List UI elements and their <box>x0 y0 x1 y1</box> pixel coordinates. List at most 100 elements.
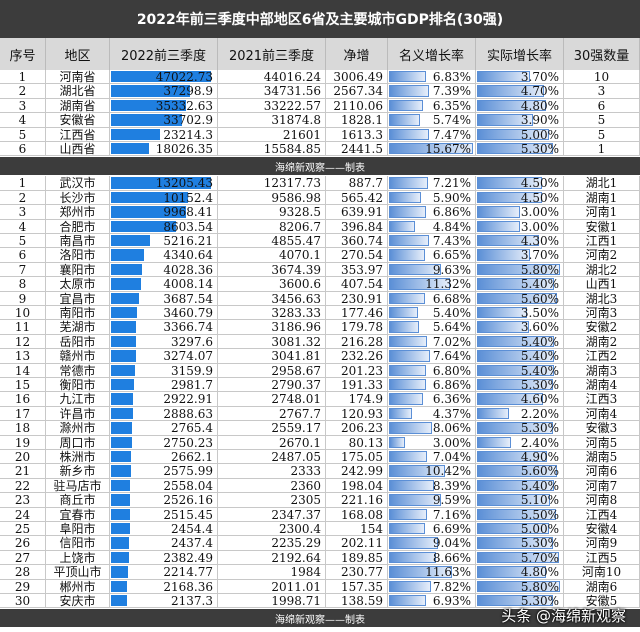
cell-nominal-rate: 8.06% <box>388 421 476 436</box>
text-real-rate: 3.00% <box>520 205 559 220</box>
cell-real-rate: 4.70% <box>476 84 564 99</box>
cell-region: 宜春市 <box>46 507 110 522</box>
cell-real-rate: 5.30% <box>476 536 564 551</box>
text-gdp-2022: 13205.43 <box>155 176 213 191</box>
table-row: 13 赣州市 3274.07 3041.81 232.26 7.64% 5.40% 江西2 <box>0 349 640 364</box>
bar-gdp-2022 <box>111 580 128 592</box>
bar-nominal-rate <box>389 508 428 520</box>
cell-region: 信阳市 <box>46 536 110 551</box>
text-region: 宜春市 <box>59 507 96 522</box>
cell-top30-count: 3 <box>564 84 640 99</box>
text-gdp-2021: 44016.24 <box>263 70 321 84</box>
text-gdp-2022: 2558.04 <box>163 478 213 493</box>
cell-increase: 232.26 <box>326 349 388 364</box>
text-gdp-2021: 2333 <box>290 464 321 479</box>
cell-nominal-rate: 6.86% <box>388 205 476 220</box>
cell-top30-count: 江西2 <box>564 349 640 364</box>
text-gdp-2021: 2300.4 <box>279 522 321 536</box>
cell-rank: 15 <box>0 378 46 393</box>
text-increase: 1613.3 <box>341 127 383 142</box>
watermark: 头条 @海绵新观察 <box>501 607 626 625</box>
text-rank: 2 <box>18 84 27 99</box>
cell-gdp-2021: 33222.57 <box>218 98 326 114</box>
cell-nominal-rate: 7.82% <box>388 579 476 594</box>
cell-gdp-2021: 2559.17 <box>218 421 326 436</box>
cell-rank: 6 <box>0 142 46 157</box>
bar-gdp-2022 <box>111 407 133 420</box>
text-real-rate: 3.00% <box>520 219 559 234</box>
cell-region: 驻马店市 <box>46 478 110 494</box>
cell-region: 郑州市 <box>46 205 110 220</box>
text-region: 襄阳市 <box>59 262 96 277</box>
cell-rank: 12 <box>0 334 46 350</box>
text-nominal-rate: 6.35% <box>432 98 471 113</box>
bar-real-rate <box>477 321 529 333</box>
bar-nominal-rate <box>389 407 413 420</box>
bar-gdp-2022 <box>111 364 135 376</box>
cell-gdp-2022: 47022.73 <box>110 70 218 85</box>
cell-increase: 396.84 <box>326 219 388 234</box>
cell-real-rate: 4.60% <box>476 392 564 407</box>
bar-nominal-rate <box>389 71 426 83</box>
cell-region: 河南省 <box>46 70 110 85</box>
text-nominal-rate: 11.32% <box>425 277 471 292</box>
bar-real-rate <box>477 393 543 405</box>
bar-real-rate <box>477 143 553 155</box>
table-row: 6 洛阳市 4340.64 4070.1 270.54 6.65% 3.70% 河南2 <box>0 248 640 263</box>
text-region: 安徽省 <box>59 113 96 128</box>
cell-increase: 179.78 <box>326 320 388 335</box>
cell-region: 新乡市 <box>46 464 110 479</box>
cell-gdp-2021: 2300.4 <box>218 522 326 537</box>
text-gdp-2021: 2347.37 <box>271 507 321 522</box>
text-gdp-2022: 2214.77 <box>163 565 213 580</box>
text-region: 芜湖市 <box>59 320 96 335</box>
cell-gdp-2022: 3687.54 <box>110 291 218 306</box>
bar-real-rate <box>477 436 512 448</box>
bar-real-rate <box>477 191 542 204</box>
cell-region: 洛阳市 <box>46 248 110 263</box>
cell-region: 江西省 <box>46 127 110 142</box>
cell-gdp-2021: 34731.56 <box>218 84 326 99</box>
cell-region: 安徽省 <box>46 113 110 128</box>
text-region: 洛阳市 <box>59 248 96 263</box>
text-region: 株洲市 <box>59 450 96 464</box>
bar-gdp-2022 <box>111 71 211 83</box>
bar-gdp-2022 <box>111 551 130 564</box>
cell-increase: 206.23 <box>326 421 388 436</box>
cell-rank: 11 <box>0 320 46 335</box>
cell-rank: 30 <box>0 594 46 609</box>
text-nominal-rate: 15.67% <box>425 142 471 156</box>
cell-rank: 25 <box>0 522 46 537</box>
text-nominal-rate: 5.90% <box>432 190 471 205</box>
cell-nominal-rate: 5.90% <box>388 190 476 206</box>
cell-top30-count: 江西1 <box>564 234 640 249</box>
text-real-rate: 5.70% <box>520 550 559 565</box>
text-gdp-2022: 2526.16 <box>163 493 213 508</box>
cell-rank: 23 <box>0 493 46 508</box>
table-row: 4 合肥市 8603.54 8206.7 396.84 4.84% 3.00% 安徽1 <box>0 219 640 234</box>
cell-gdp-2022: 9968.41 <box>110 205 218 220</box>
text-gdp-2021: 2670.1 <box>279 435 321 450</box>
cell-nominal-rate: 7.64% <box>388 349 476 364</box>
text-real-rate: 4.60% <box>520 392 559 407</box>
cell-nominal-rate: 5.40% <box>388 306 476 321</box>
header-nominal-rate: 名义增长率 <box>388 38 476 70</box>
bar-nominal-rate <box>389 143 474 155</box>
text-gdp-2022: 47022.73 <box>155 70 213 84</box>
bar-gdp-2022 <box>111 479 131 492</box>
text-gdp-2022: 3159.9 <box>171 363 213 378</box>
text-gdp-2021: 2192.64 <box>271 550 321 565</box>
bar-nominal-rate <box>389 494 441 506</box>
cell-gdp-2022: 37298.9 <box>110 84 218 99</box>
text-top30-count: 安徽1 <box>585 219 618 234</box>
cell-gdp-2021: 1998.71 <box>218 594 326 609</box>
text-increase: 3006.49 <box>333 70 383 84</box>
bar-real-rate <box>477 350 555 362</box>
text-rank: 27 <box>14 550 31 565</box>
bar-nominal-rate <box>389 350 431 362</box>
cell-increase: 270.54 <box>326 248 388 263</box>
cell-top30-count: 湖南3 <box>564 363 640 378</box>
text-gdp-2022: 37298.9 <box>163 84 213 99</box>
text-region: 湖北省 <box>59 84 96 99</box>
cell-nominal-rate: 7.02% <box>388 334 476 350</box>
